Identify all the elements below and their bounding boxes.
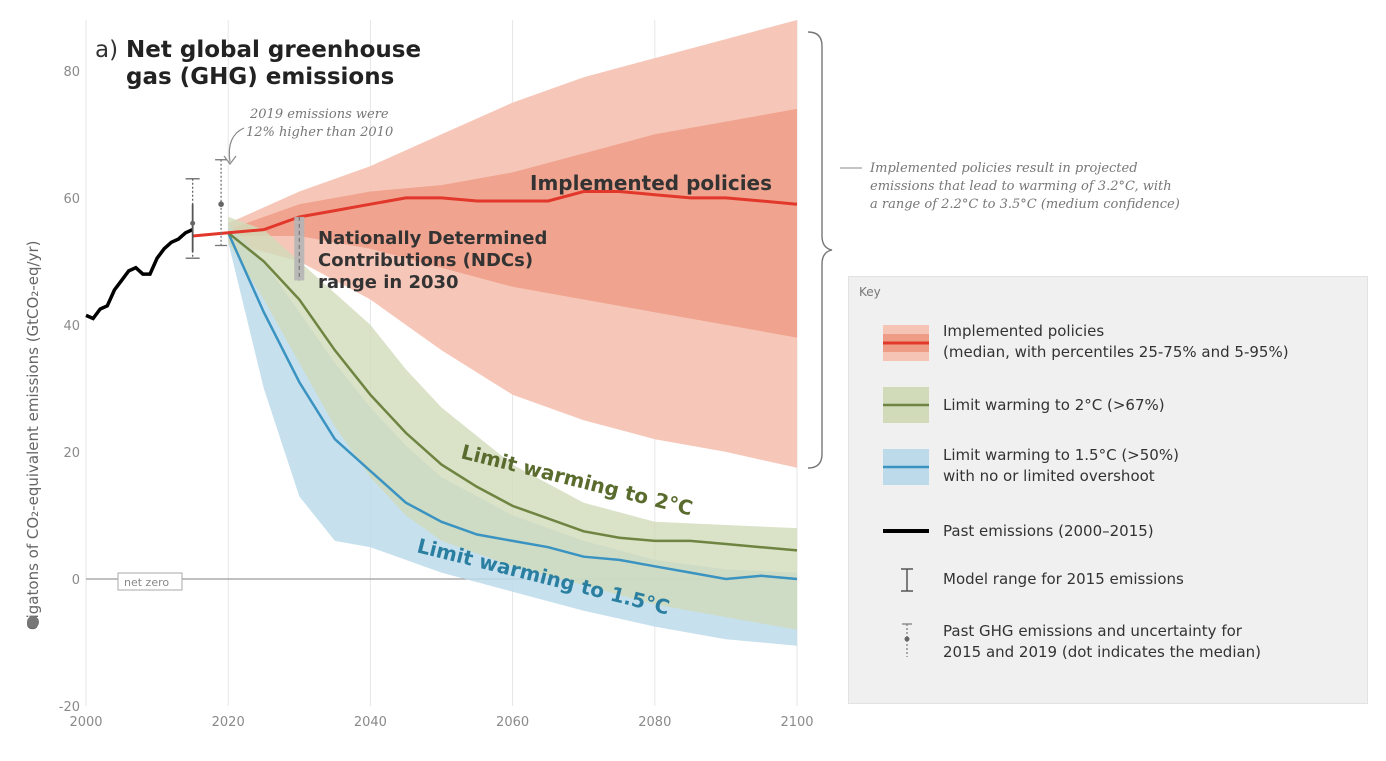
chart-lines [85,190,798,581]
legend-label-implemented: Implemented policies (median, with perce… [943,322,1289,361]
y-tick-80: 80 [63,65,80,80]
label-ndc-line3: range in 2030 [318,272,459,293]
panel-label: a) [95,37,118,63]
line-implemented [192,190,798,238]
line-past-emissions [85,228,194,321]
x-tick-2080: 2080 [638,715,671,730]
brace [807,31,833,469]
legend-label-past: Past emissions (2000–2015) [943,522,1154,540]
error-bars [185,159,305,281]
chart-bands [228,20,797,646]
legend-item-past-uncertainty: Past GHG emissions and uncertainty for 2… [883,621,1353,671]
legend-item-implemented: Implemented policies (median, with perce… [883,321,1353,371]
x-tick-labels: 2000 2020 2040 2060 2080 2100 [69,715,813,730]
brace-note-line1: Implemented policies result in projected [869,161,1138,176]
chart-title-line2: gas (GHG) emissions [126,64,394,90]
brace-note-line3: a range of 2.2°C to 3.5°C (medium confid… [870,197,1180,212]
annotation-arrow [228,127,245,163]
chart-title-line1: Net global greenhouse [126,37,421,63]
legend-item-2c: Limit warming to 2°C (>67%) [883,387,1353,437]
x-tick-2020: 2020 [212,715,245,730]
legend-swatch-implemented [883,325,929,361]
legend-swatch-2c [883,387,929,423]
x-tick-2100: 2100 [780,715,813,730]
y-tick--20: -20 [59,700,80,715]
y-axis-label: Gigatons of CO₂-equivalent emissions (Gt… [24,241,42,630]
errorbar-2015-median [190,220,196,226]
label-ndc-line2: Contributions (NDCs) [318,250,533,271]
y-tick-20: 20 [63,446,80,461]
band-2c [228,216,797,630]
x-tick-2040: 2040 [354,715,387,730]
y-tick-60: 60 [63,192,80,207]
legend-swatch-past [883,529,929,533]
annotation-arrow-head [223,155,237,165]
band-1-5c [228,223,797,646]
label-ndc-line1: Nationally Determined [318,228,547,249]
x-tick-2000: 2000 [69,715,102,730]
annotation-2019-line2: 12% higher than 2010 [246,125,393,140]
legend-title: Key [859,285,881,299]
y-axis-label-group: Gigatons of CO₂-equivalent emissions (Gt… [24,241,42,630]
brace-note-line2: emissions that lead to warming of 3.2°C,… [870,179,1172,194]
line-2c [227,231,798,552]
legend-swatch-past-uncertainty [902,623,912,657]
legend-label-past-uncertainty: Past GHG emissions and uncertainty for 2… [943,622,1262,661]
legend-swatch-15c [883,449,929,485]
net-zero-label: net zero [124,576,169,589]
y-tick-labels: -20 0 20 40 60 80 [59,65,80,715]
legend-item-past: Past emissions (2000–2015) [883,521,1353,571]
legend-item-model-range: Model range for 2015 emissions [883,568,1353,619]
line-1-5c [227,232,798,581]
net-zero-box [117,572,183,591]
y-tick-0: 0 [72,573,80,588]
legend-label-2c: Limit warming to 2°C (>67%) [943,396,1165,414]
legend-label-15c: Limit warming to 1.5°C (>50%) with no or… [943,446,1179,485]
label-implemented-policies: Implemented policies [530,171,772,195]
y-tick-40: 40 [63,319,80,334]
band-implemented-25-75 [228,108,797,338]
brace-note: Implemented policies result in projected… [840,161,1180,212]
errorbar-2019-median [218,201,224,208]
legend-item-15c: Limit warming to 1.5°C (>50%) with no or… [883,445,1353,495]
x-tick-2060: 2060 [496,715,529,730]
legend: Key Implemented policies (median, with p… [848,276,1368,704]
annotation-2019-line1: 2019 emissions were [249,107,389,122]
legend-label-model-range: Model range for 2015 emissions [943,570,1184,588]
info-icon [27,616,39,628]
legend-swatch-model-range [901,568,913,592]
